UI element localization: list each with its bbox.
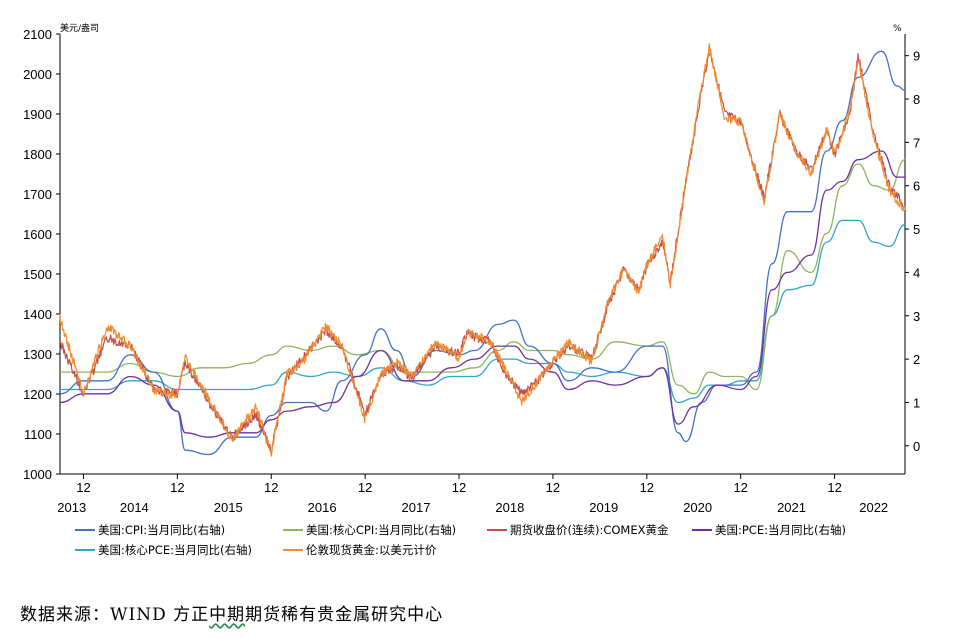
series-line	[59, 51, 906, 455]
legend-item-label: 美国:核心CPI:当月同比(右轴)	[306, 523, 456, 537]
plot-frame	[59, 34, 906, 475]
x-year-label: 2022	[859, 500, 888, 515]
legend-item-label: 期货收盘价(连续):COMEX黄金	[510, 523, 669, 537]
legend-item-label: 美国:PCE:当月同比(右轴)	[715, 523, 846, 537]
series-lines	[59, 43, 906, 457]
right-tick-label: 4	[913, 265, 920, 280]
source-org-a: 方正	[166, 605, 210, 625]
x-year-label: 2019	[589, 500, 618, 515]
x-month-label: 12	[733, 480, 747, 495]
right-unit-label: %	[893, 24, 902, 34]
right-axis-ticks: 0 1 2 3 4 5 6 7 8 9	[905, 49, 920, 454]
x-month-label: 12	[264, 480, 278, 495]
left-tick-label: 1000	[23, 467, 52, 482]
x-year-label: 2017	[402, 500, 431, 515]
left-tick-label: 1500	[23, 267, 52, 282]
left-tick-label: 2100	[23, 27, 52, 42]
x-year-label: 2020	[683, 500, 712, 515]
series-line	[59, 43, 906, 457]
x-month-label: 12	[358, 480, 372, 495]
x-year-label: 2016	[308, 500, 337, 515]
right-tick-label: 6	[913, 179, 920, 194]
x-year-label: 2018	[495, 500, 524, 515]
legend-item-label: 美国:核心PCE:当月同比(右轴)	[98, 543, 252, 557]
x-month-label: 12	[546, 480, 560, 495]
right-tick-label: 7	[913, 135, 920, 150]
x-month-label: 12	[640, 480, 654, 495]
source-prefix: 数据来源：	[20, 605, 110, 625]
legend-item-label: 伦敦现货黄金:以美元计价	[306, 543, 437, 557]
series-line	[59, 159, 906, 395]
x-axis-ticks: 12 12 12 12 12 12 12 12 12 2013 2014 2015 2016 2017 20…	[57, 474, 888, 515]
x-year-label: 2014	[120, 500, 149, 515]
left-unit-label: 美元/盎司	[60, 22, 99, 34]
source-note: 数据来源：WIND 方正中期期货稀有贵金属研究中心	[20, 600, 443, 625]
left-tick-label: 1800	[23, 147, 52, 162]
left-tick-label: 1300	[23, 347, 52, 362]
right-tick-label: 1	[913, 395, 920, 410]
series-line	[59, 50, 906, 456]
left-tick-label: 1700	[23, 187, 52, 202]
source-org-b: 中期	[209, 605, 246, 625]
right-tick-label: 8	[913, 92, 920, 107]
series-line	[60, 219, 906, 404]
source-name: WIND	[110, 605, 167, 625]
right-tick-label: 5	[913, 222, 920, 237]
left-tick-label: 1200	[23, 387, 52, 402]
left-tick-label: 1600	[23, 227, 52, 242]
chart: 美元/盎司 % 10001100120013001400150016001700…	[23, 22, 920, 557]
left-axis-ticks: 1000 1100 1200 1300 1400 1500 1600 1700 1800 1900…	[23, 27, 60, 482]
legend-item-label: 美国:CPI:当月同比(右轴)	[98, 523, 225, 537]
x-month-label: 12	[76, 480, 90, 495]
x-year-label: 2021	[777, 500, 806, 515]
x-month-label: 12	[827, 480, 841, 495]
right-tick-label: 3	[913, 309, 920, 324]
series-line	[59, 150, 905, 438]
x-month-label: 12	[170, 480, 184, 495]
right-tick-label: 2	[913, 352, 920, 367]
right-tick-label: 9	[913, 49, 920, 64]
source-org-c: 期货稀有贵金属研究中心	[245, 605, 444, 625]
right-tick-label: 0	[913, 439, 920, 454]
x-year-label: 2015	[214, 500, 243, 515]
left-tick-label: 1400	[23, 307, 52, 322]
x-year-label: 2013	[57, 500, 86, 515]
left-tick-label: 2000	[23, 67, 52, 82]
legend: 美国:CPI:当月同比(右轴) 美国:核心CPI:当月同比(右轴) 期货收盘价(连续…	[75, 523, 846, 557]
left-tick-label: 1100	[24, 427, 52, 442]
x-month-label: 12	[452, 480, 466, 495]
left-tick-label: 1900	[23, 107, 52, 122]
